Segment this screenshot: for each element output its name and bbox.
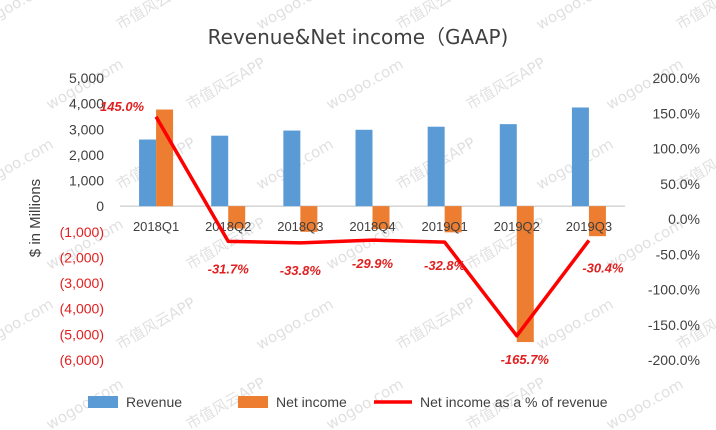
watermark-text: 市值风云APP	[113, 0, 199, 33]
watermark-text: wogoo.com	[323, 55, 406, 114]
watermark-text: wogoo.com	[533, 295, 616, 354]
watermark-text: 市值风云APP	[393, 294, 479, 354]
watermark-text: wogoo.com	[0, 295, 56, 354]
category-label: 2019Q1	[422, 219, 468, 234]
category-label: 2019Q3	[566, 219, 612, 234]
legend: Revenue Net income Net income as a % of re…	[88, 394, 608, 410]
legend-label: Net income	[276, 394, 347, 410]
left-tick-label: 5,000	[69, 70, 104, 86]
pct-data-label: -33.8%	[280, 263, 322, 278]
watermark-text: 市值风云APP	[463, 54, 549, 114]
right-tick-label: 150.0%	[653, 105, 700, 121]
left-tick-label: 4,000	[69, 96, 104, 112]
right-tick-label: -100.0%	[648, 282, 700, 298]
left-tick-label: (2,000)	[60, 249, 104, 265]
revenue-bar	[355, 129, 373, 207]
pct-data-label: 145.0%	[100, 99, 145, 114]
revenue-bar	[211, 135, 229, 207]
left-tick-label: (6,000)	[60, 352, 104, 368]
watermark-text: wogoo.com	[253, 295, 336, 354]
right-tick-label: 50.0%	[660, 176, 700, 192]
net-income-bar	[516, 206, 534, 343]
revenue-bar	[499, 124, 517, 207]
right-tick-label: -50.0%	[656, 246, 700, 262]
right-tick-label: 200.0%	[653, 70, 700, 86]
bar-series	[139, 107, 606, 343]
pct-data-label: -29.9%	[352, 256, 394, 271]
left-tick-label: (1,000)	[60, 224, 104, 240]
net-income-bar	[300, 206, 318, 232]
left-tick-label: (5,000)	[60, 326, 104, 342]
category-label: 2019Q2	[494, 219, 540, 234]
revenue-bar	[283, 130, 301, 207]
left-tick-label: (3,000)	[60, 275, 104, 291]
pct-data-label: -165.7%	[501, 352, 550, 367]
chart-title: Revenue&Net income（GAAP)	[208, 25, 509, 49]
revenue-bar	[571, 107, 589, 207]
watermark-text: wogoo.com	[0, 0, 56, 33]
right-tick-label: 0.0%	[668, 211, 700, 227]
category-labels: 2018Q1 2018Q2 2018Q3 2018Q4 2019Q1 2019Q2 2019…	[133, 219, 612, 234]
watermark-text: 市值风云APP	[113, 294, 199, 354]
legend-label: Revenue	[126, 394, 182, 410]
net-income-bar	[372, 206, 390, 229]
watermark-text: wogoo.com	[603, 375, 686, 430]
category-label: 2018Q2	[205, 219, 251, 234]
category-label: 2018Q1	[133, 219, 179, 234]
left-tick-label: 3,000	[69, 121, 104, 137]
net-income-pct-line	[154, 115, 591, 338]
category-label: 2018Q4	[349, 219, 395, 234]
net-income-bar	[228, 206, 246, 229]
right-axis: 200.0% 150.0% 100.0% 50.0% 0.0% -50.0% -100.0%…	[648, 70, 700, 368]
legend-label: Net income as a % of revenue	[420, 394, 608, 410]
legend-swatch	[238, 396, 268, 408]
left-axis: 5,000 4,000 3,000 2,000 1,000 0 (1,000) (2,000)…	[60, 70, 105, 368]
pct-data-label: -30.4%	[582, 260, 624, 275]
watermark-text: 市值风云APP	[183, 54, 269, 114]
left-tick-label: 1,000	[69, 173, 104, 189]
net-income-bar	[156, 109, 174, 207]
net-income-bar	[444, 206, 462, 233]
revenue-bar	[139, 139, 157, 207]
left-tick-label: 2,000	[69, 147, 104, 163]
right-tick-label: -200.0%	[648, 352, 700, 368]
net-income-bar	[588, 206, 606, 237]
legend-swatch	[88, 396, 118, 408]
y-axis-label: $ in Millions	[27, 179, 44, 257]
right-tick-label: -150.0%	[648, 317, 700, 333]
line-series: 145.0% -31.7% -33.8% -29.9% -32.8% -165.7% -30…	[100, 99, 624, 367]
watermark-text: wogoo.com	[533, 0, 616, 33]
left-tick-label: 0	[96, 198, 104, 214]
pct-data-label: -32.8%	[424, 258, 466, 273]
left-tick-label: (4,000)	[60, 301, 104, 317]
pct-data-label: -31.7%	[208, 261, 250, 276]
watermark-text: 市值风云APP	[673, 0, 716, 33]
category-label: 2018Q3	[277, 219, 323, 234]
revenue-bar	[427, 126, 445, 207]
right-tick-label: 100.0%	[653, 141, 700, 157]
